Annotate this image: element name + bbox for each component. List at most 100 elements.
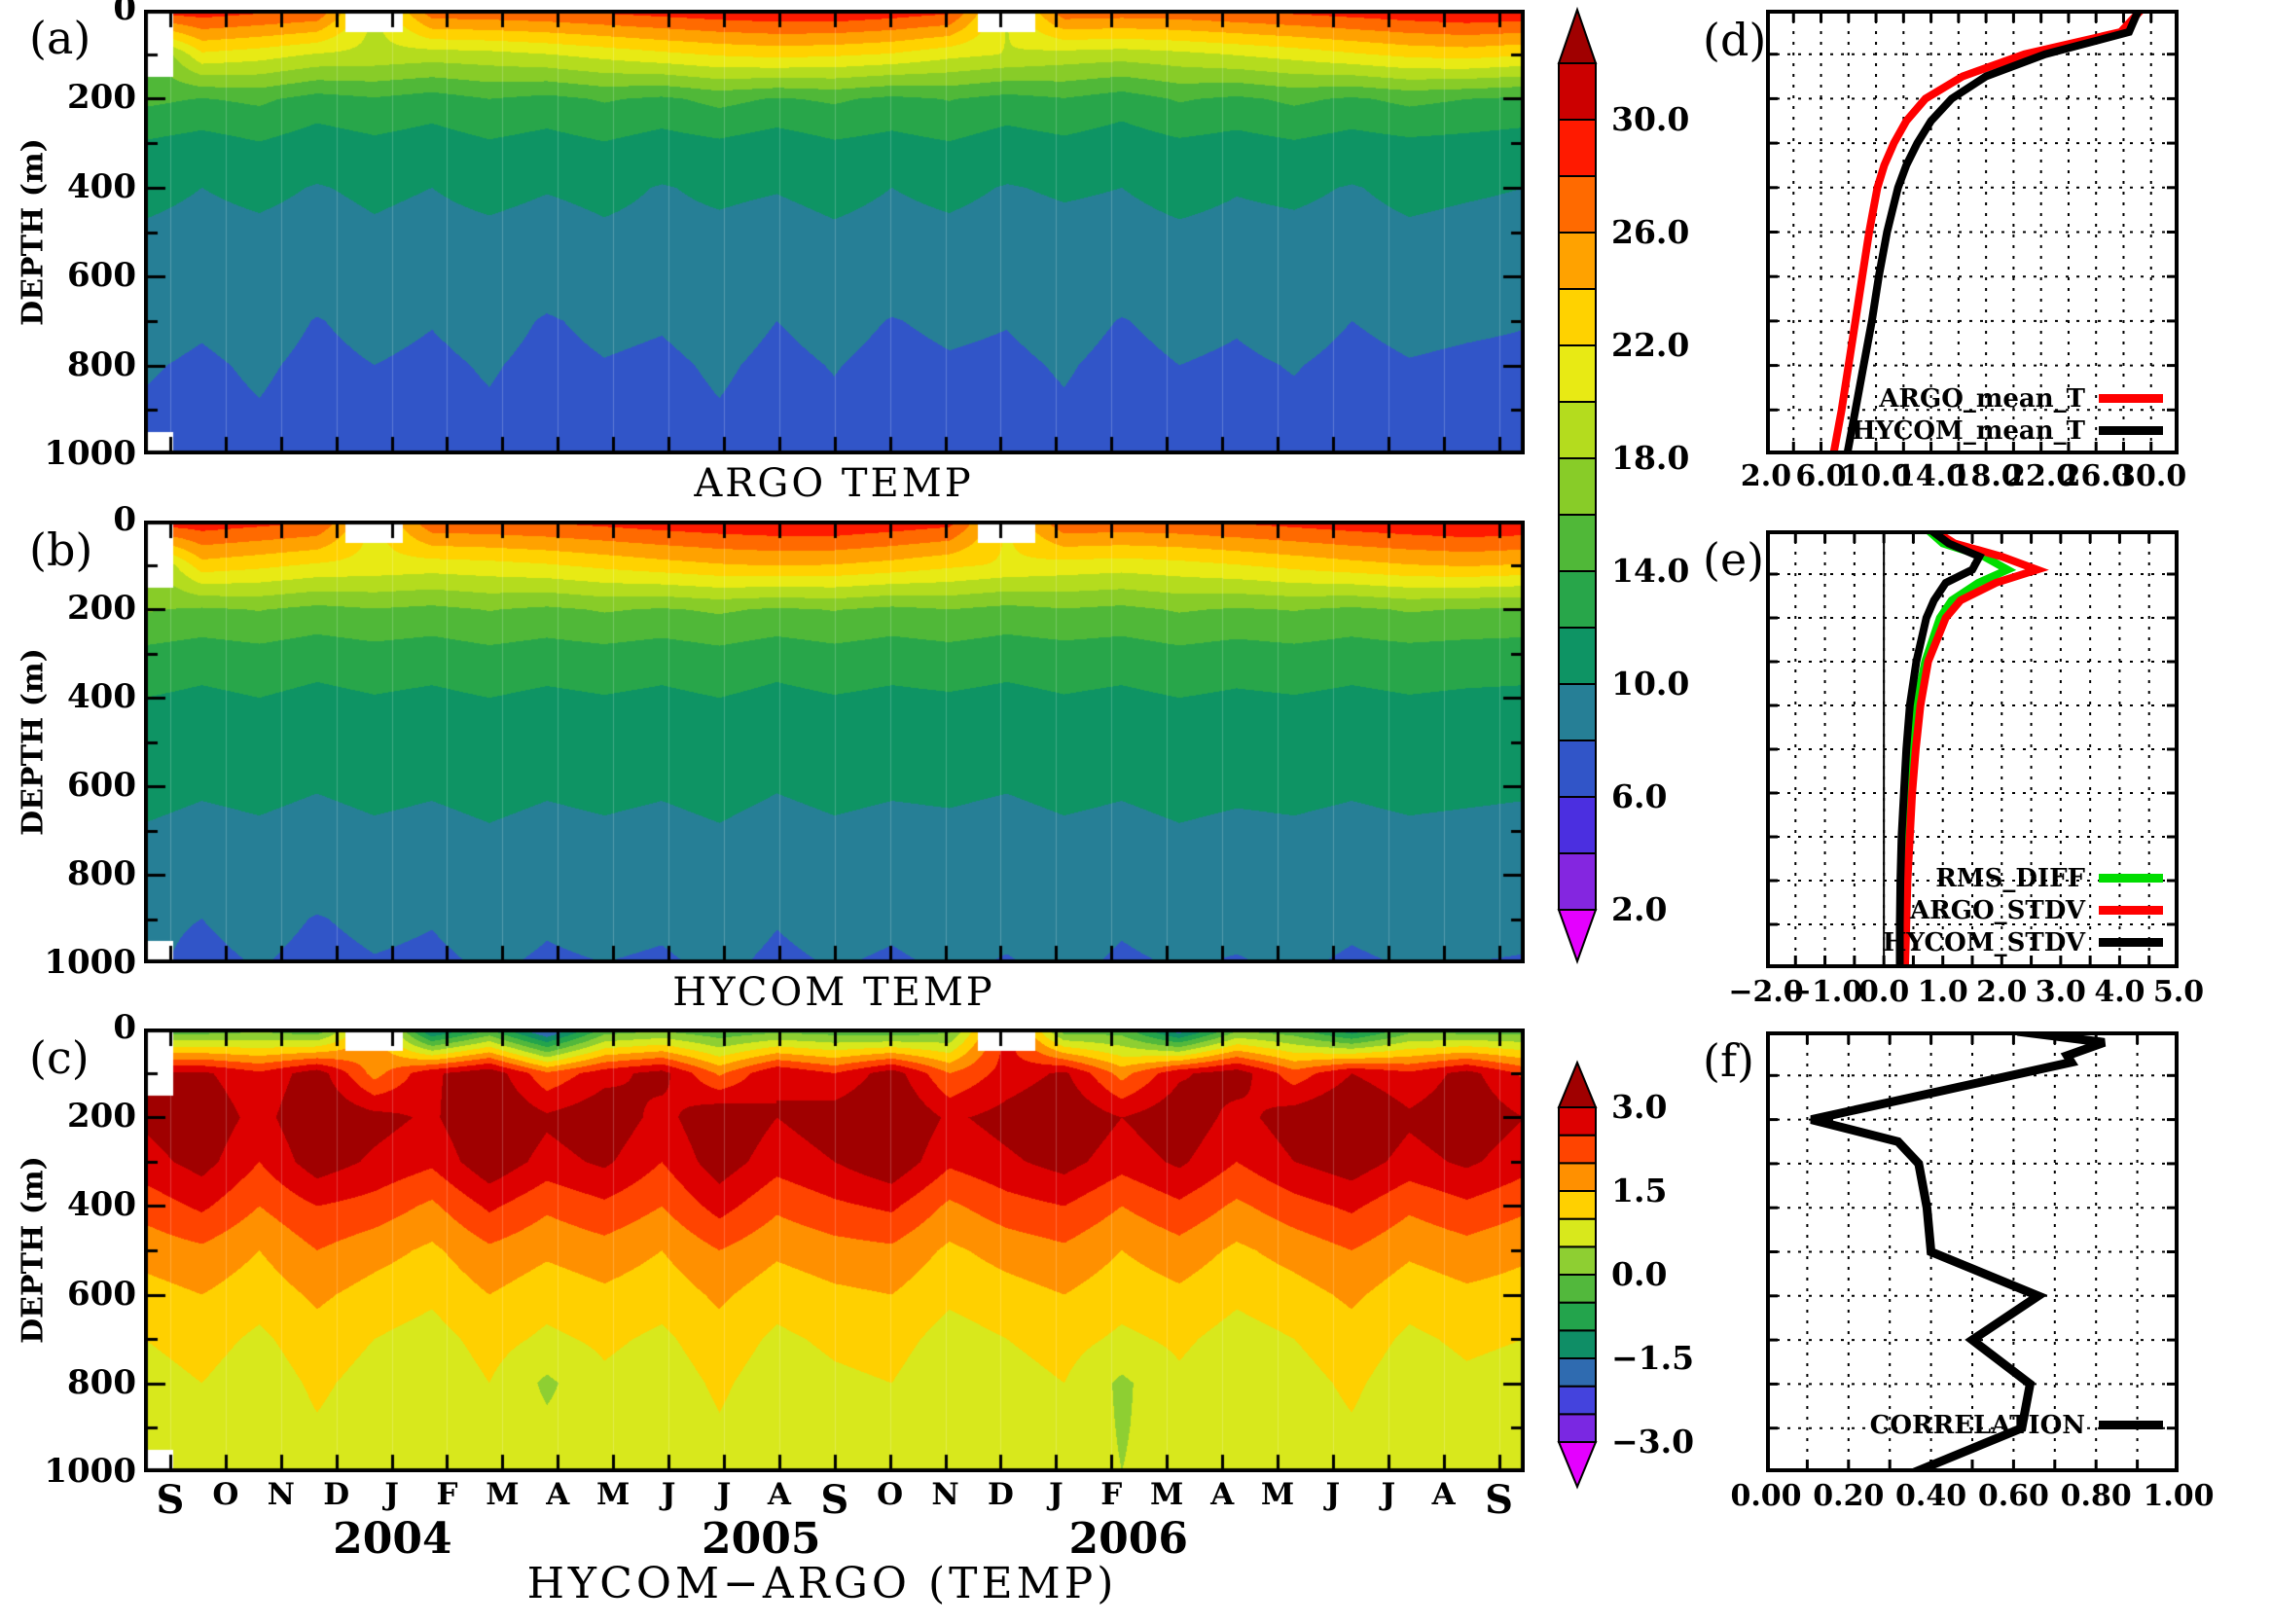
x-tick-label: −2.0	[1728, 975, 1804, 1009]
depth-tick-label: 400	[67, 677, 136, 717]
series-hycom_stdv	[1895, 526, 1985, 968]
legend-label-rms-diff: RMS_DIFF	[1935, 863, 2085, 893]
legend-item: HYCOM_STDV	[1883, 926, 2179, 958]
colorbar-label: 1.5	[1611, 1172, 1667, 1209]
colorbar-box	[1558, 852, 1597, 911]
year-label: 2005	[702, 1514, 821, 1564]
colorbar-box	[1558, 1106, 1597, 1137]
month-label: M	[486, 1477, 520, 1512]
line-plot-svg	[1764, 1027, 2181, 1477]
legend-item: CORRELATION	[1870, 1409, 2179, 1441]
month-label: A	[1431, 1477, 1456, 1512]
x-tick-label: −1.0	[1786, 975, 1863, 1009]
plot-border	[1766, 530, 2179, 968]
depth-tick-label: 800	[67, 344, 136, 384]
panel-letter-e: (e)	[1703, 533, 1765, 586]
plot-stdv-rms	[1764, 526, 2181, 969]
legend-label-argo-stdv: ARGO_STDV	[1909, 895, 2085, 925]
month-label: S	[156, 1477, 185, 1523]
colorbar-box	[1558, 119, 1597, 177]
month-label: J	[1381, 1477, 1396, 1512]
depth-tick-label: 400	[67, 166, 136, 206]
colorbar-label: 26.0	[1611, 213, 1689, 251]
legend-line-correlation	[2099, 1421, 2163, 1429]
depth-tick-label: 0	[113, 500, 136, 540]
depth-axis-title: DEPTH (m)	[16, 1156, 51, 1344]
legend-label-argo-mean: ARGO_mean_T	[1879, 383, 2085, 414]
month-label: D	[988, 1477, 1014, 1512]
x-tick-label: 1.00	[2143, 1479, 2215, 1513]
line-plot-svg	[1764, 7, 2181, 455]
colorbar-box	[1558, 232, 1597, 290]
depth-tick-label: 600	[67, 1274, 136, 1314]
colorbar-box	[1558, 1245, 1597, 1276]
colorbar-label: 30.0	[1611, 100, 1689, 138]
depth-tick-label: 800	[67, 854, 136, 894]
colorbar-box	[1558, 1134, 1597, 1165]
colorbar-box	[1558, 1162, 1597, 1192]
series-correlation	[1810, 1027, 2107, 1477]
x-tick-label: 0.60	[1977, 1479, 2049, 1513]
x-tick-label: 0.0	[1858, 975, 1910, 1009]
x-tick-label: 14.0	[1895, 459, 1967, 493]
month-label: D	[323, 1477, 350, 1512]
x-tick-label: 2.0	[1976, 975, 2028, 1009]
plot-mean-profiles	[1764, 7, 2181, 455]
month-label: J	[661, 1477, 676, 1512]
colorbar-box	[1558, 570, 1597, 629]
depth-tick-label: 400	[67, 1185, 136, 1225]
depth-axis-title: DEPTH (m)	[16, 137, 51, 326]
colorbar-arrow-over	[1557, 6, 1598, 64]
plot-border	[1766, 10, 2179, 454]
plot-border	[1766, 1031, 2179, 1472]
x-ticks-panel-d: 2.0 6.0 10.0 14.0 18.0 22.0 26.0 30.0	[1741, 459, 2186, 498]
colorbar-arrow-under	[1557, 1441, 1598, 1490]
x-ticks-panel-f: 0.00 0.20 0.40 0.60 0.80 1.00	[1730, 1479, 2214, 1518]
series-argo_stdv	[1900, 526, 2049, 969]
month-label: J	[384, 1477, 399, 1512]
depth-tick-label: 600	[67, 256, 136, 296]
month-label: N	[267, 1477, 295, 1512]
title-panel-b: HYCOM TEMP	[672, 970, 995, 1015]
depth-tick-label: 0	[113, 0, 136, 29]
month-label: M	[1150, 1477, 1184, 1512]
colorbar-label: 3.0	[1611, 1088, 1667, 1126]
month-label: A	[767, 1477, 791, 1512]
month-label: S	[820, 1477, 849, 1523]
colorbar-label: 2.0	[1611, 890, 1667, 928]
series-argo_mean_t	[1829, 7, 2145, 455]
legend-item: ARGO_mean_T	[1879, 382, 2179, 415]
depth-tick-label: 800	[67, 1362, 136, 1402]
depth-tick-label: 1000	[44, 434, 136, 474]
line-plot-svg	[1764, 526, 2181, 969]
contour-argo-temp	[144, 10, 1525, 454]
x-tick-label: 5.0	[2152, 975, 2205, 1009]
legend-line-hycom-mean	[2099, 426, 2163, 435]
x-ticks-panel-e: −2.0 −1.0 0.0 1.0 2.0 3.0 4.0 5.0	[1728, 975, 2204, 1014]
x-tick-label: 30.0	[2115, 459, 2187, 493]
depth-axis-title: DEPTH (m)	[16, 647, 51, 836]
legend-line-rms-diff	[2099, 874, 2163, 883]
colorbar-box	[1558, 1385, 1597, 1416]
panel-letter-f: (f)	[1703, 1034, 1754, 1087]
month-label: A	[1210, 1477, 1235, 1512]
x-tick-label: 0.80	[2060, 1479, 2132, 1513]
legend-item: ARGO_STDV	[1910, 894, 2179, 926]
colorbar-box	[1558, 288, 1597, 346]
depth-tick-label: 200	[67, 589, 136, 629]
colorbar-label: 6.0	[1611, 777, 1667, 815]
colorbar-box	[1558, 683, 1597, 741]
contour-hycom-temp	[144, 521, 1525, 963]
depth-tick-label: 0	[113, 1008, 136, 1048]
colorbar-box	[1558, 796, 1597, 854]
contour-hycom-minus-argo	[144, 1029, 1525, 1472]
colorbar-label: 18.0	[1611, 439, 1689, 477]
colorbar-label: −3.0	[1611, 1423, 1694, 1461]
legend-label-hycom-mean: HYCOM_mean_T	[1852, 415, 2085, 446]
colorbar-label: 10.0	[1611, 665, 1689, 703]
month-label: J	[1325, 1477, 1341, 1512]
month-label: M	[596, 1477, 631, 1512]
colorbar-label: 22.0	[1611, 326, 1689, 364]
colorbar-box	[1558, 627, 1597, 685]
title-panel-c: HYCOM−ARGO (TEMP)	[526, 1559, 1118, 1608]
